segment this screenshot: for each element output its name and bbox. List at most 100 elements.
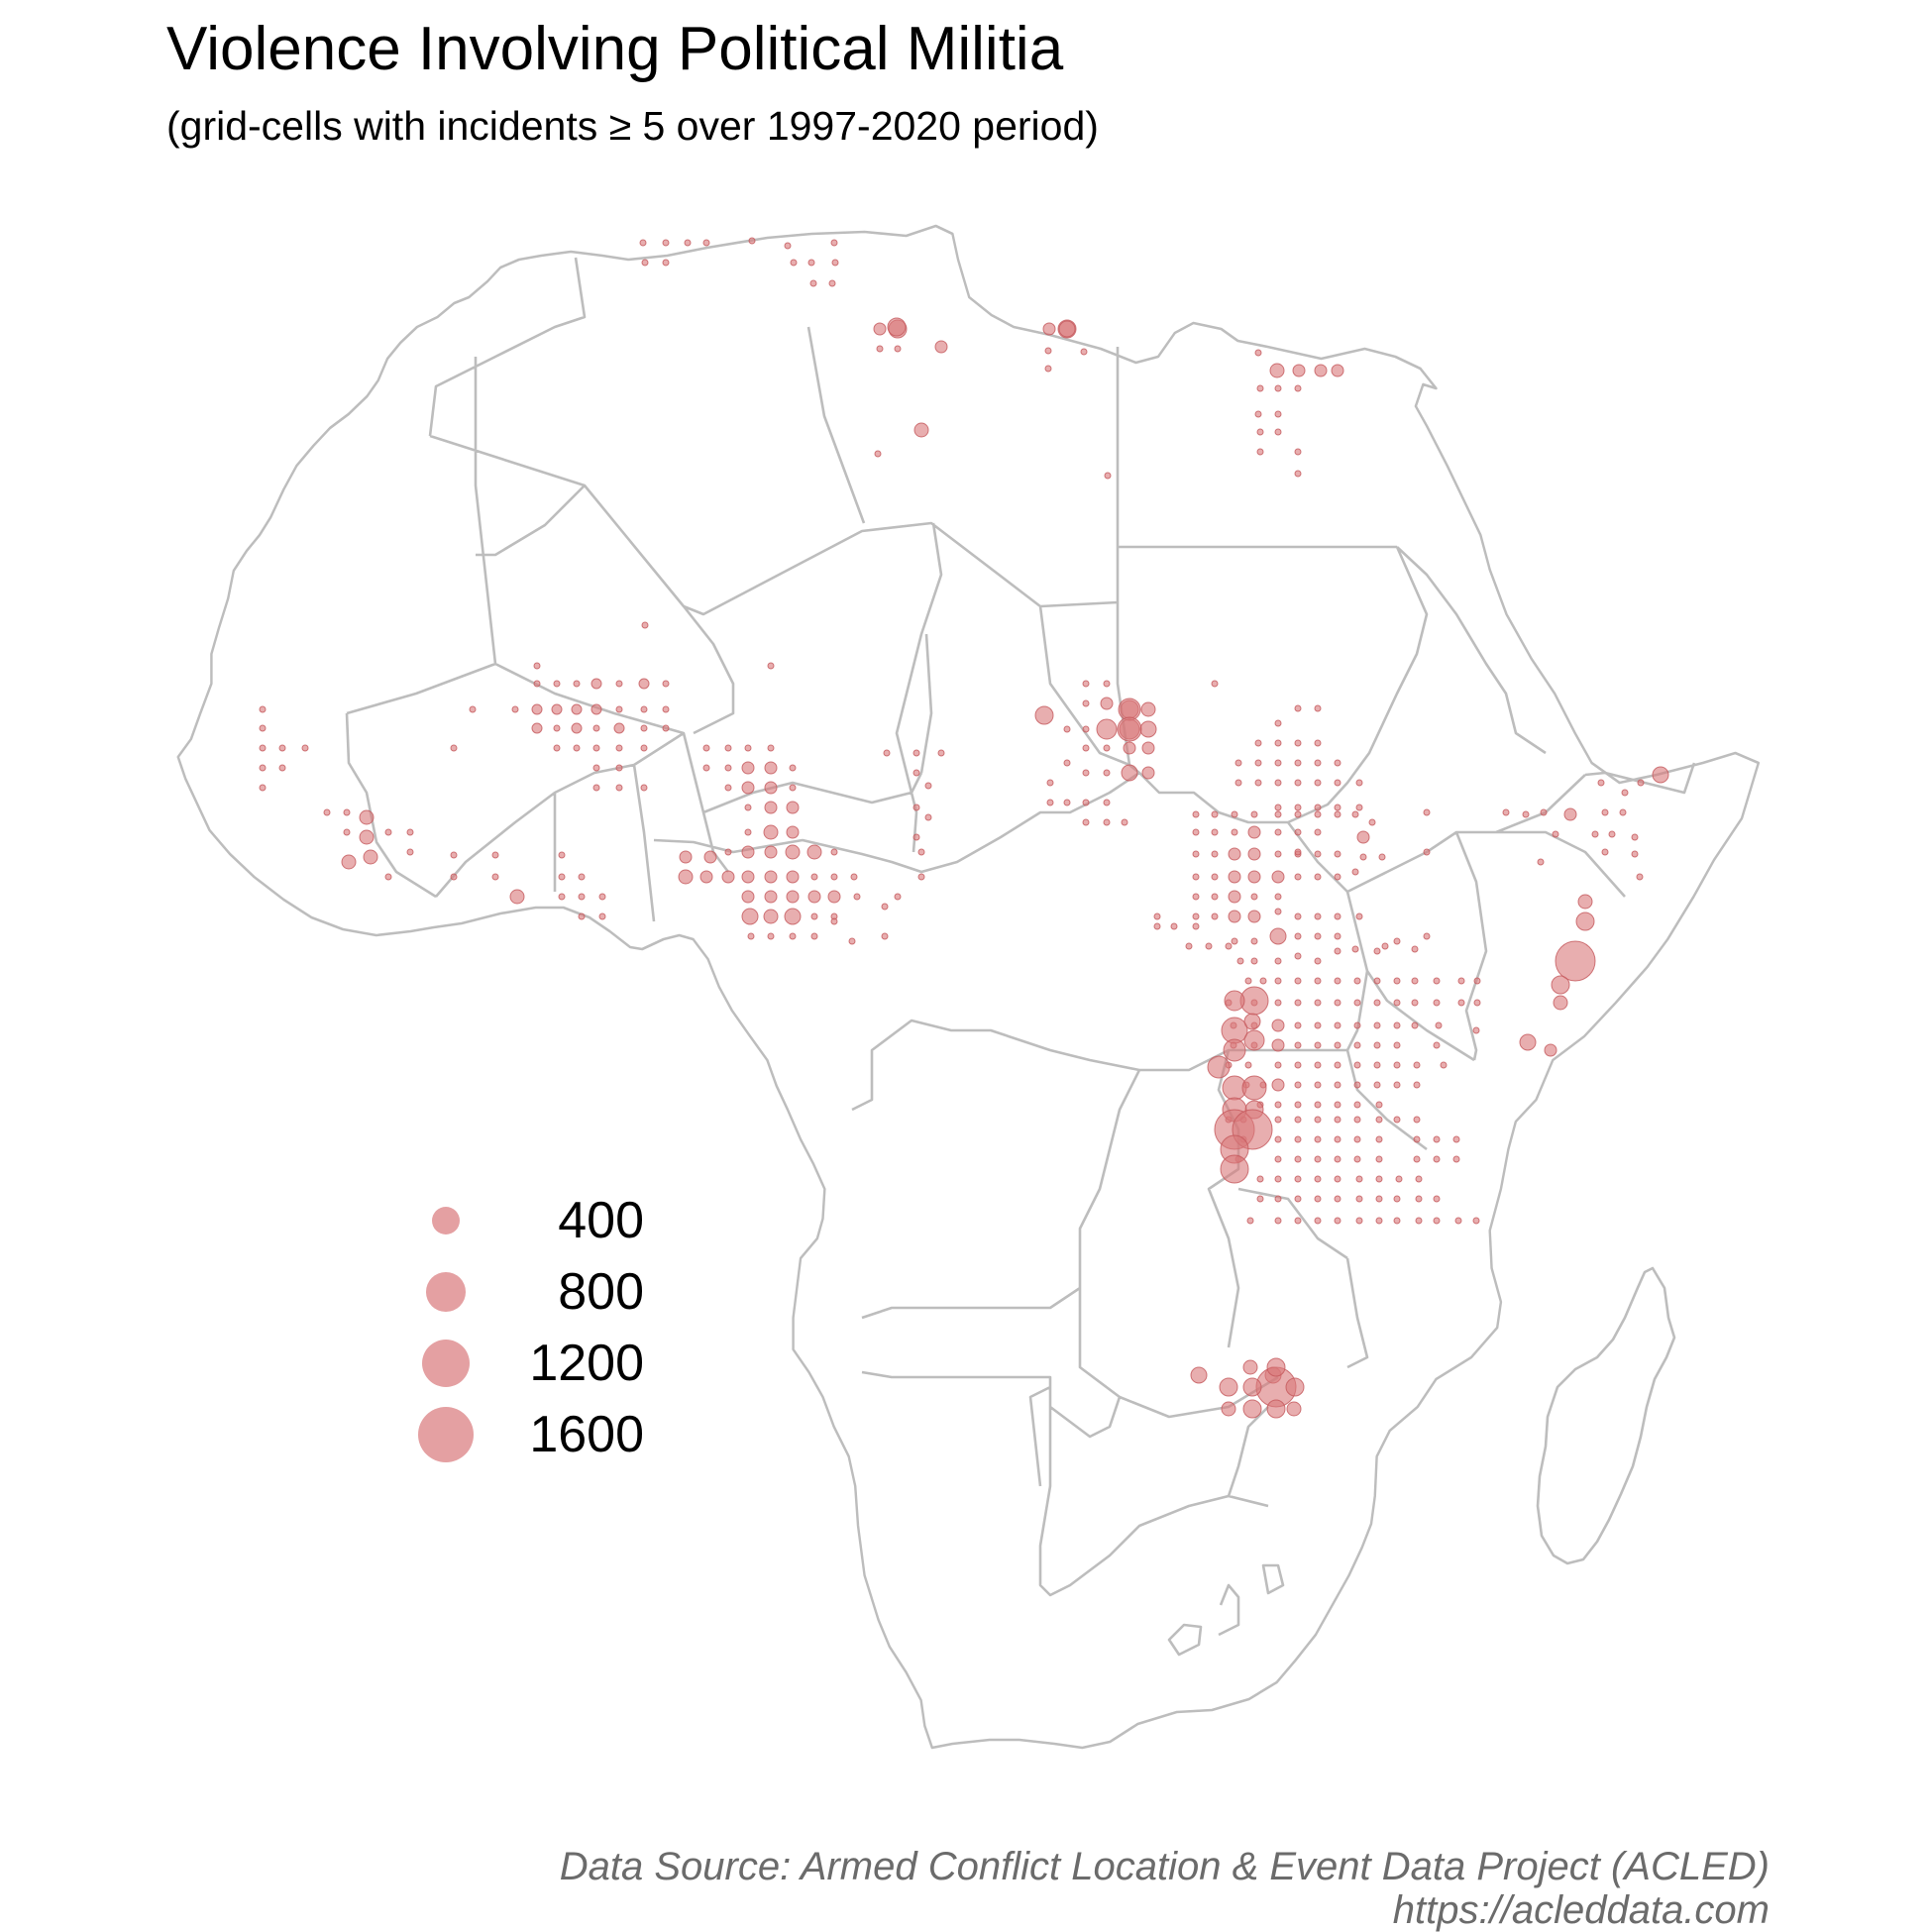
- incident-point: [553, 724, 561, 732]
- incident-point: [1314, 999, 1322, 1007]
- incident-point: [1082, 725, 1090, 733]
- incident-point: [1457, 977, 1465, 985]
- incident-point: [1353, 1101, 1361, 1109]
- incident-point: [573, 744, 581, 752]
- incident-point: [615, 784, 623, 792]
- incident-point: [741, 870, 755, 884]
- caption-source: Data Source: Armed Conflict Location & E…: [559, 1845, 1770, 1888]
- incident-point: [1228, 847, 1241, 861]
- incident-point: [1652, 766, 1669, 784]
- incident-point: [1190, 1366, 1208, 1384]
- incident-point: [1046, 799, 1054, 806]
- incident-point: [741, 845, 755, 859]
- incident-point: [1591, 830, 1599, 838]
- incident-point: [1294, 932, 1302, 940]
- incident-point: [1415, 1175, 1423, 1183]
- incident-point: [767, 932, 775, 940]
- incident-point: [553, 680, 561, 688]
- incident-point: [1334, 873, 1342, 881]
- incident-point: [1242, 1399, 1262, 1419]
- incident-point: [1294, 1101, 1302, 1109]
- incident-point: [703, 850, 717, 864]
- incident-point: [1274, 1175, 1282, 1183]
- incident-point: [1044, 365, 1052, 373]
- incident-point: [1619, 808, 1627, 816]
- incident-point: [553, 744, 561, 752]
- incident-point: [1423, 848, 1431, 856]
- incident-point: [1314, 1135, 1322, 1143]
- incident-point: [1314, 1195, 1322, 1203]
- incident-point: [1063, 725, 1071, 733]
- incident-point: [1274, 850, 1282, 858]
- incident-point: [1355, 779, 1363, 787]
- incident-point: [1103, 769, 1111, 777]
- incident-point: [384, 873, 392, 881]
- incident-point: [1314, 850, 1322, 858]
- incident-point: [1274, 1116, 1282, 1124]
- incident-point: [1368, 818, 1376, 826]
- incident-point: [1103, 744, 1111, 752]
- incident-point: [590, 703, 602, 715]
- incident-points: [259, 237, 1669, 1419]
- incident-point: [894, 345, 902, 353]
- incident-point: [1274, 384, 1282, 392]
- incident-point: [881, 932, 889, 940]
- incident-point: [1334, 1101, 1342, 1109]
- incident-point: [1294, 470, 1302, 478]
- incident-point: [789, 764, 797, 772]
- incident-point: [1082, 699, 1090, 707]
- incident-point: [1274, 810, 1282, 818]
- incident-point: [1236, 957, 1244, 965]
- incident-point: [786, 801, 800, 814]
- incident-point: [1373, 947, 1381, 955]
- incident-point: [1355, 1195, 1363, 1203]
- legend-circle-1200: [416, 1328, 476, 1399]
- incident-point: [531, 703, 543, 715]
- incident-point: [873, 322, 887, 336]
- incident-point: [1228, 870, 1241, 884]
- incident-point: [924, 813, 932, 821]
- incident-point: [1100, 697, 1114, 710]
- legend-row: 800: [416, 1256, 644, 1328]
- incident-point: [784, 908, 802, 925]
- incident-point: [894, 893, 902, 901]
- incident-point: [1082, 799, 1090, 806]
- incident-point: [1274, 1155, 1282, 1163]
- incident-point: [810, 912, 818, 920]
- incident-point: [1555, 940, 1596, 982]
- incident-point: [1553, 995, 1568, 1011]
- incident-point: [1250, 893, 1258, 901]
- incident-point: [1452, 1155, 1460, 1163]
- incident-point: [1256, 1195, 1264, 1203]
- incident-point: [1331, 364, 1344, 377]
- incident-point: [807, 259, 815, 267]
- madagascar-outline: [1536, 1266, 1676, 1565]
- incident-point: [912, 804, 920, 811]
- incident-point: [1269, 363, 1285, 378]
- incident-point: [1044, 347, 1052, 355]
- incident-point: [1314, 1175, 1322, 1183]
- incident-point: [1220, 1154, 1249, 1184]
- incident-point: [491, 851, 499, 859]
- incident-point: [1096, 718, 1118, 740]
- incident-point: [678, 869, 694, 885]
- incident-point: [1211, 810, 1219, 818]
- incident-point: [1575, 912, 1595, 931]
- incident-point: [1473, 977, 1481, 985]
- incident-point: [1373, 977, 1381, 985]
- incident-point: [1170, 922, 1178, 930]
- incident-point: [764, 761, 778, 775]
- incident-point: [1359, 853, 1367, 861]
- incident-point: [1103, 818, 1111, 826]
- incident-point: [1294, 1175, 1302, 1183]
- incident-point: [1314, 1101, 1322, 1109]
- incident-point: [1294, 977, 1302, 985]
- incident-point: [1334, 1175, 1342, 1183]
- incident-point: [1393, 977, 1401, 985]
- incident-point: [1314, 704, 1322, 712]
- caption-url: https://acleddata.com: [1392, 1888, 1770, 1932]
- incident-point: [1373, 1061, 1381, 1069]
- incident-point: [1519, 1033, 1537, 1051]
- incident-point: [1351, 810, 1359, 818]
- incident-point: [1274, 1195, 1282, 1203]
